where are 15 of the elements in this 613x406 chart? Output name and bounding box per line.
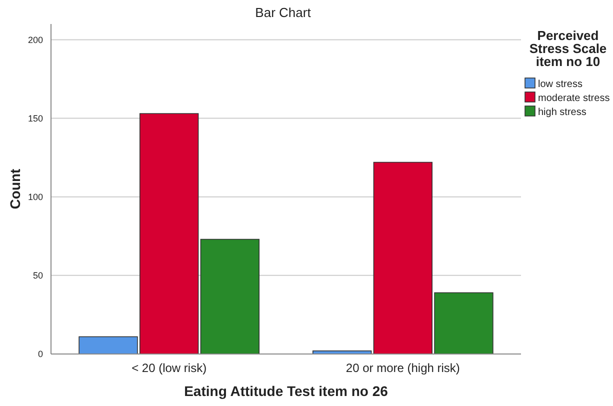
- y-tick-label: 100: [28, 192, 43, 202]
- y-tick-label: 0: [38, 349, 43, 360]
- legend-title: Perceived Stress Scale item no 10: [529, 28, 607, 69]
- bar: [200, 238, 260, 354]
- legend-label: high stress: [538, 107, 586, 118]
- x-tick-label: < 20 (low risk): [132, 361, 207, 375]
- y-tick-label: 150: [28, 113, 43, 124]
- x-axis-title: Eating Attitude Test item no 26: [184, 383, 388, 399]
- y-tick-label: 200: [28, 34, 43, 45]
- legend-label: low stress: [538, 79, 582, 90]
- y-axis-title: Count: [7, 168, 23, 210]
- chart-title: Bar Chart: [255, 5, 312, 20]
- x-tick-label: 20 or more (high risk): [346, 361, 460, 375]
- y-tick-label: 50: [32, 270, 43, 281]
- legend-label: moderate stress: [538, 93, 610, 104]
